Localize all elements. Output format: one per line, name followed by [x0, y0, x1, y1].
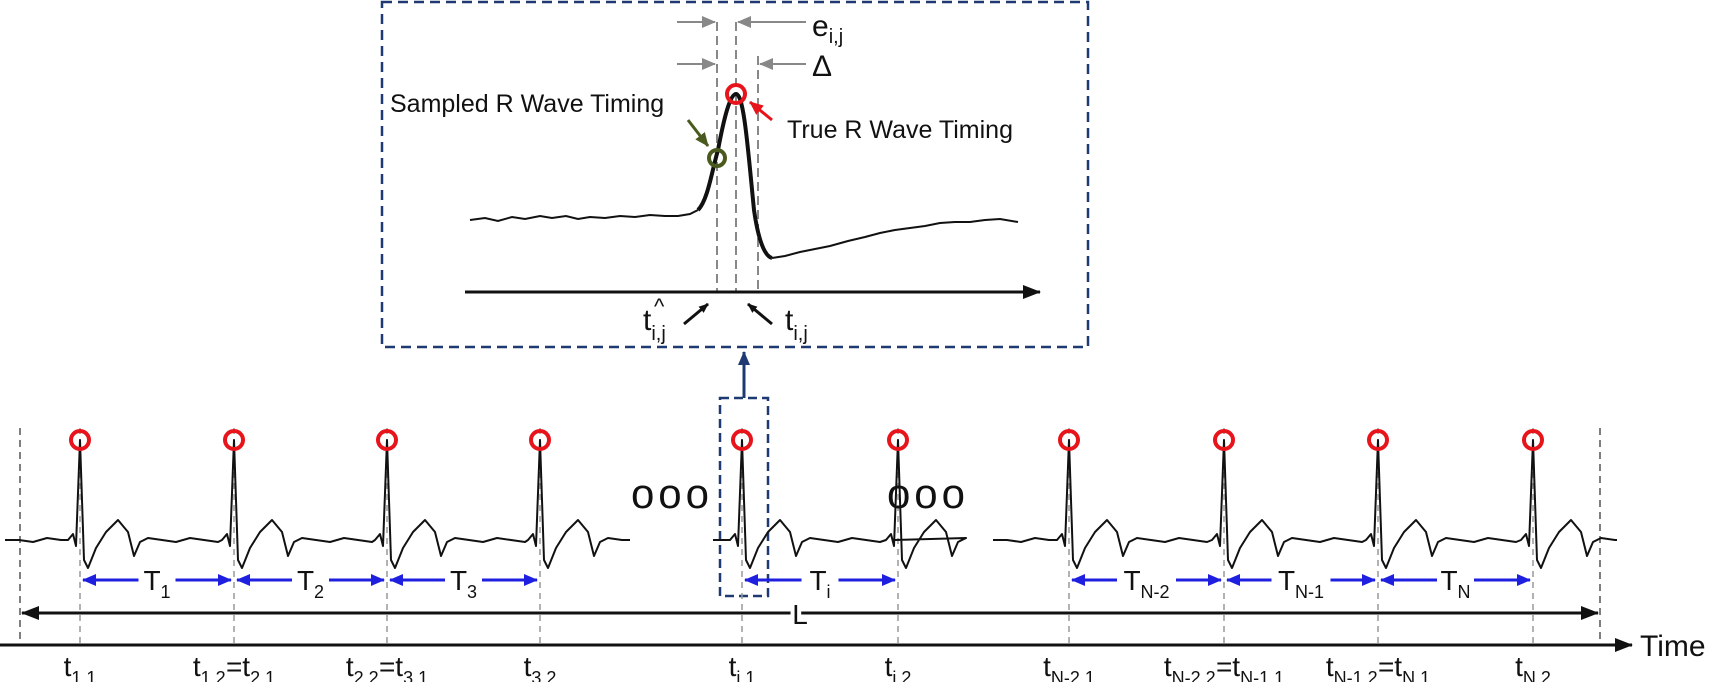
interval-label: TN	[1440, 565, 1470, 602]
true-label: True R Wave Timing	[787, 116, 1013, 144]
time-label: ti,2	[885, 651, 912, 682]
time-label: t3,2	[524, 651, 557, 682]
inset-frame	[380, 0, 1090, 349]
r-wave-marker	[1058, 429, 1080, 451]
r-wave-marker	[1522, 429, 1544, 451]
delta-label: Δ	[812, 50, 832, 83]
r-wave-marker	[1367, 429, 1389, 451]
sampled-label: Sampled R Wave Timing	[390, 90, 664, 118]
time-label: tN-2,1	[1043, 651, 1095, 682]
interval-label: T1	[143, 565, 170, 602]
time-axis-label: Time	[1640, 630, 1706, 663]
interval-label-bg	[445, 564, 482, 598]
ellipsis-left: ooo	[631, 470, 713, 517]
time-label: t2,2 =t3,1	[346, 651, 428, 682]
interval-label-bg	[801, 564, 839, 598]
t-true-label: ti,j	[785, 304, 808, 345]
r-wave-marker	[376, 429, 398, 451]
r-wave-marker	[731, 429, 753, 451]
true-r-marker	[725, 83, 747, 105]
zoom-source-frame	[718, 396, 770, 598]
length-label: L	[792, 599, 808, 630]
ellipsis-right: ooo	[887, 470, 969, 517]
interval-label-bg	[1271, 564, 1331, 598]
time-label: tN-2,2 =tN-1,1	[1164, 651, 1284, 682]
interval-label: TN-2	[1123, 565, 1169, 602]
inset-panel: ei,j Δ Sampled R Wave Timing True R Wave…	[380, 0, 1090, 349]
r-wave-marker	[223, 429, 245, 451]
ecg-trace-segment	[713, 439, 967, 569]
interval-label: TN-1	[1278, 565, 1324, 602]
t-hat-symbol: ^	[654, 294, 665, 319]
sampled-r-marker	[707, 148, 727, 168]
ecg-trace-segment	[5, 439, 630, 569]
interval-label: T3	[450, 565, 477, 602]
r-wave-marker	[887, 429, 909, 451]
inset-ecg-tail	[771, 217, 1019, 259]
interval-label-bg	[138, 564, 176, 598]
time-label: tN,2	[1515, 651, 1551, 682]
sampled-pointer	[686, 119, 710, 147]
t-hat-pointer	[683, 302, 709, 326]
interval-label-bg	[1117, 564, 1176, 598]
t-true-pointer	[747, 302, 773, 326]
inset-ecg-trace	[469, 209, 699, 223]
t-hat-label: ti,j	[643, 304, 666, 345]
time-label: t1,1	[64, 651, 97, 682]
error-label: ei,j	[812, 10, 843, 48]
r-wave-marker	[529, 429, 551, 451]
interval-label: Ti	[809, 565, 830, 602]
inset-r-wave	[696, 91, 773, 260]
r-wave-marker	[1213, 429, 1235, 451]
interval-label-bg	[292, 564, 329, 598]
interval-label-bg	[1437, 564, 1474, 598]
interval-label: T2	[297, 565, 324, 602]
time-label: tN-1,2 =tN,1	[1326, 651, 1430, 682]
ecg-trace-segment	[993, 439, 1617, 569]
timeline: T1 T2 T3 Ti TN-2 TN-1 TN L Time t1,1 t1,2 =t2,…	[0, 428, 1706, 682]
r-wave-marker	[69, 429, 91, 451]
true-pointer	[749, 100, 773, 122]
time-label: ti,1	[729, 651, 756, 682]
time-label: t1,2 =t2,1	[193, 651, 275, 682]
